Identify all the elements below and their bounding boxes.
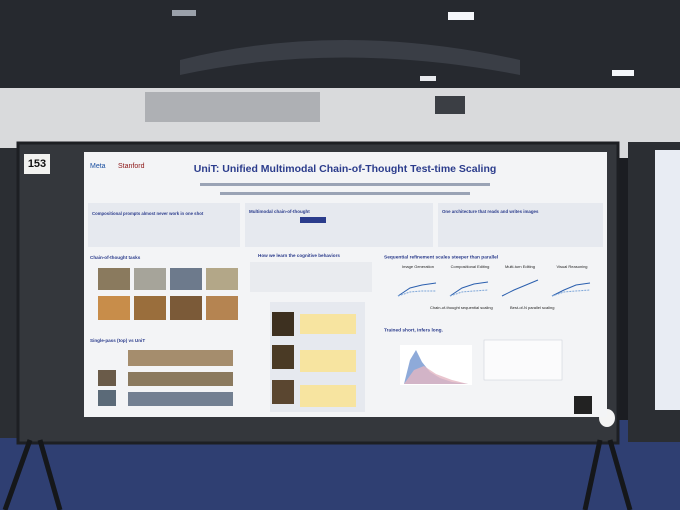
authors bbox=[200, 183, 490, 186]
histogram bbox=[400, 345, 472, 385]
section-title: Sequential refinement scales steeper tha… bbox=[384, 254, 498, 260]
note bbox=[300, 350, 356, 372]
section-title: Compositional prompts almost never work … bbox=[92, 211, 204, 216]
flow-step bbox=[300, 217, 326, 223]
section-title: Multimodal chain-of-thought bbox=[249, 209, 310, 214]
stand-legs bbox=[2, 439, 633, 510]
plot-title: Image Generation bbox=[402, 264, 434, 269]
light bbox=[172, 10, 196, 16]
poster-title: UniT: Unified Multimodal Chain-of-Though… bbox=[194, 163, 497, 175]
section-title: How we learn the cognitive behaviors bbox=[258, 253, 340, 258]
section-title: One architecture that reads and writes i… bbox=[442, 209, 539, 214]
light bbox=[448, 12, 474, 20]
section-title: Trained short, infers long. bbox=[384, 327, 443, 333]
note bbox=[300, 314, 356, 334]
image bbox=[272, 380, 294, 404]
plot-title: Compositional Editing bbox=[451, 264, 490, 269]
section-title: Single-pass (top) vs UniT bbox=[90, 338, 145, 343]
plots: Image Generation Compositional Editing M… bbox=[397, 264, 591, 297]
panel bbox=[88, 203, 240, 247]
legend-entry: Chain-of-thought sequential scaling bbox=[430, 305, 493, 310]
image bbox=[272, 312, 294, 336]
qr-code bbox=[574, 396, 592, 414]
booth-tag bbox=[24, 154, 50, 174]
image-grid bbox=[98, 350, 233, 406]
logo: Stanford bbox=[118, 163, 145, 170]
image-grid bbox=[98, 268, 238, 320]
abstract bbox=[220, 192, 470, 195]
light bbox=[420, 76, 436, 81]
section-title: Chain-of-thought tasks bbox=[90, 255, 141, 260]
panel bbox=[438, 203, 603, 247]
text-block bbox=[250, 262, 372, 292]
logo: Meta bbox=[90, 163, 106, 170]
note bbox=[300, 385, 356, 407]
image bbox=[272, 345, 294, 369]
plot-title: Visual Reasoning bbox=[556, 264, 587, 269]
panel bbox=[245, 203, 433, 247]
ceiling-arc bbox=[180, 40, 520, 75]
plot-title: Multi-turn Editing bbox=[505, 264, 535, 269]
legend-entry: Best-of-N parallel scaling bbox=[510, 305, 554, 310]
window bbox=[435, 96, 465, 114]
window bbox=[145, 92, 320, 122]
light bbox=[612, 70, 634, 76]
poster-right bbox=[655, 150, 680, 410]
booth-number: 153 bbox=[28, 158, 46, 170]
table bbox=[483, 339, 563, 381]
